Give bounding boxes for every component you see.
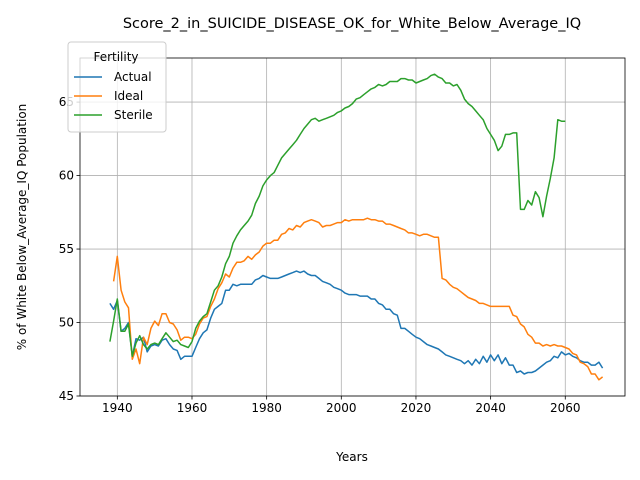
legend-title: Fertility	[93, 50, 138, 64]
y-tick-label: 60	[59, 169, 74, 183]
data-series	[109, 73, 604, 381]
x-tick-label: 2000	[326, 401, 357, 415]
x-tick-label: 2040	[475, 401, 506, 415]
series-line-actual	[109, 270, 604, 375]
legend-items: Actual Ideal Sterile	[74, 70, 153, 122]
plot-frame	[79, 57, 626, 397]
legend-label-actual: Actual	[114, 70, 152, 84]
plot-area	[79, 57, 626, 397]
x-axis-label: Years	[335, 450, 368, 464]
x-tick-label: 1940	[102, 401, 133, 415]
x-tick-label: 2060	[550, 401, 581, 415]
series-line-ideal	[112, 217, 604, 381]
series-line-sterile	[109, 73, 566, 358]
x-axis-ticks: 1940 1960 1980 2000 2020 2040 2060	[102, 396, 581, 415]
y-tick-label: 45	[59, 389, 74, 403]
y-axis-label: % of White Below_Average_IQ Population	[15, 104, 29, 351]
chart-title: Score_2_in_SUICIDE_DISEASE_OK_for_White_…	[123, 16, 581, 32]
y-tick-label: 55	[59, 242, 74, 256]
legend-label-sterile: Sterile	[114, 108, 153, 122]
y-tick-label: 50	[59, 316, 74, 330]
x-tick-label: 1980	[251, 401, 282, 415]
x-tick-label: 1960	[177, 401, 208, 415]
legend: Fertility Actual Ideal Sterile	[67, 41, 167, 133]
legend-label-ideal: Ideal	[114, 89, 143, 103]
legend-box	[67, 41, 167, 133]
x-tick-label: 2020	[401, 401, 432, 415]
